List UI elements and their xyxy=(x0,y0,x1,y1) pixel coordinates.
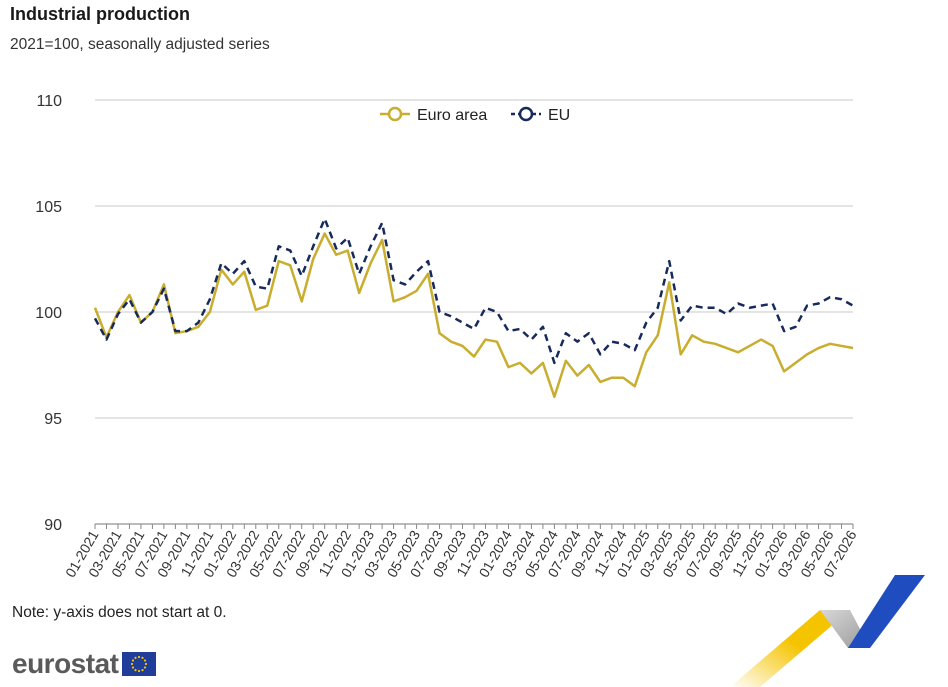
legend-label-euro-area: Euro area xyxy=(417,107,487,124)
eurostat-logo: eurostat xyxy=(12,648,157,680)
logo-text: eurostat xyxy=(12,648,119,679)
y-tick-label: 95 xyxy=(44,411,62,428)
footnote: Note: y-axis does not start at 0. xyxy=(12,604,227,621)
y-tick-label: 110 xyxy=(36,93,62,110)
legend-label-eu: EU xyxy=(548,107,570,124)
series-line-eu xyxy=(93,217,854,365)
series-line-euro-area xyxy=(93,232,854,399)
chart-title: Industrial production xyxy=(10,4,190,24)
decorative-ribbon xyxy=(730,575,925,687)
y-tick-label: 100 xyxy=(35,305,62,322)
y-tick-label: 90 xyxy=(44,517,62,534)
y-tick-label: 105 xyxy=(35,199,62,216)
legend-marker-eu xyxy=(518,106,534,122)
legend-marker-euro-area xyxy=(387,106,403,122)
eu-flag-icon xyxy=(122,652,157,676)
chart-subtitle: 2021=100, seasonally adjusted series xyxy=(10,36,270,53)
line-chart: 909510010511001-202103-202105-202107-202… xyxy=(35,93,859,580)
